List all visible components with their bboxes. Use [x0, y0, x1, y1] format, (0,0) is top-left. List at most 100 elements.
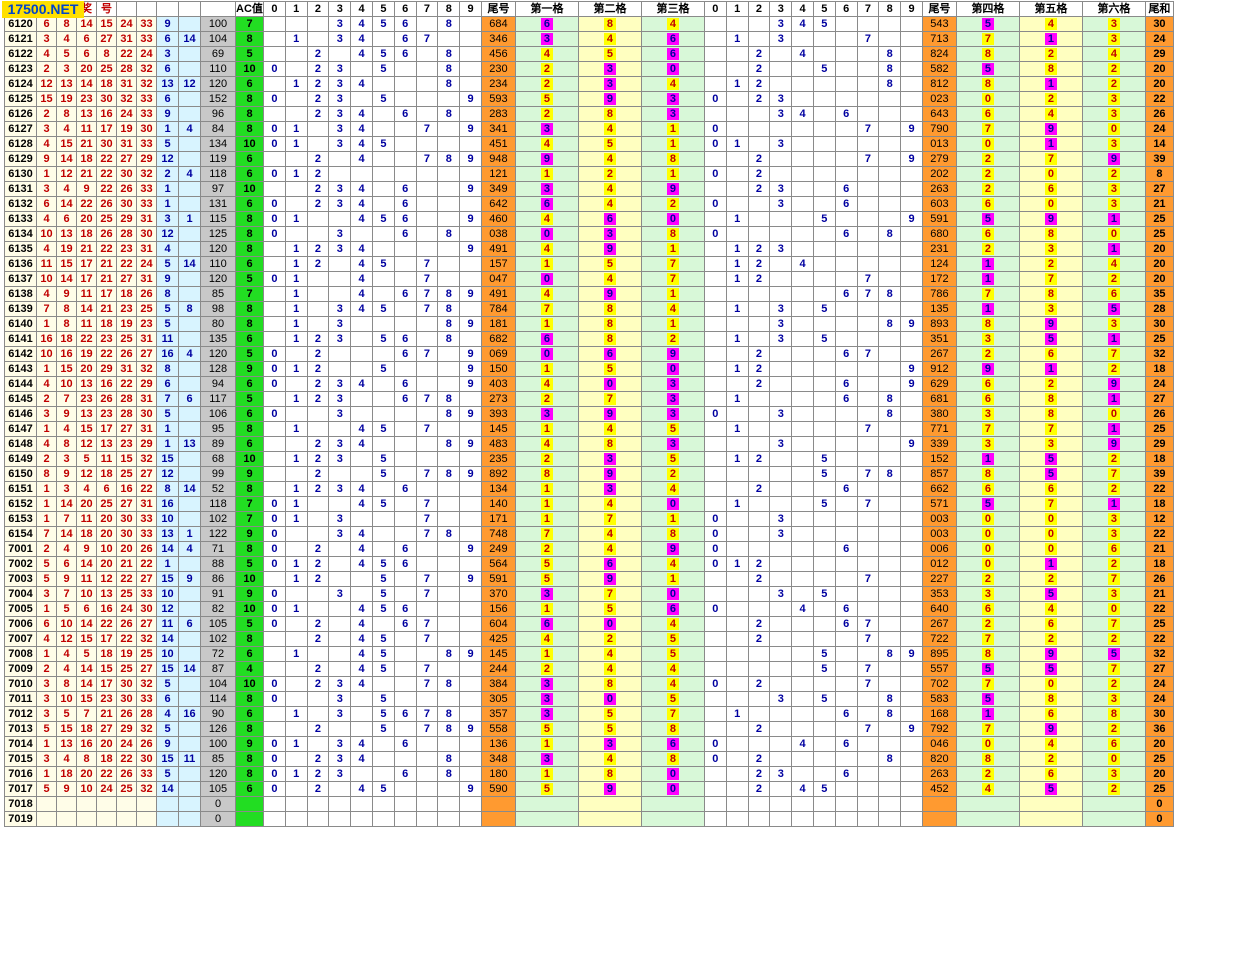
tail-cell: 145 — [480, 421, 516, 437]
digit2-cell — [769, 796, 793, 812]
digit-cell: 6 — [393, 16, 417, 32]
digit2-cell: 7 — [856, 661, 880, 677]
number-cell: 31 — [116, 76, 137, 92]
number-cell: 3 — [36, 676, 57, 692]
digit-cell: 6 — [393, 196, 417, 212]
digit2-cell: 2 — [747, 166, 771, 182]
digit2-cell: 6 — [834, 181, 858, 197]
number-cell: 18 — [76, 226, 97, 242]
digit-cell — [371, 196, 395, 212]
tail-cell: 451 — [480, 136, 516, 152]
number-cell — [116, 796, 137, 812]
slot2-cell: 5 — [1018, 781, 1083, 797]
digit-cell — [328, 811, 352, 827]
slot-digit: 6 — [981, 483, 994, 495]
tail-cell: 156 — [480, 601, 516, 617]
digit2-cell: 1 — [725, 256, 749, 272]
number-cell: 21 — [116, 556, 137, 572]
slot-cell: 4 — [577, 121, 642, 137]
digit-cell: 0 — [263, 346, 286, 362]
table-row: 7018 0 0 — [4, 796, 1174, 812]
digit2-cell: 0 — [703, 601, 727, 617]
slot-digit: 6 — [603, 213, 617, 225]
slot2-cell: 0 — [1081, 226, 1146, 242]
digit-cell: 6 — [393, 346, 417, 362]
table-row: 7014 1 13 16 20 24 26 9 100 9 0 1 3 4 6 136 1 3 6 0 4 6 046 0 4 6… — [4, 736, 1174, 752]
digit2-cell — [878, 631, 902, 647]
issue-cell: 6127 — [4, 121, 37, 137]
ac-cell: 9 — [235, 736, 264, 752]
digit2-cell — [747, 586, 771, 602]
slot-cell: 8 — [577, 301, 642, 317]
digit2-cell — [900, 16, 923, 32]
digit-cell — [350, 361, 373, 377]
slot2-cell: 6 — [955, 481, 1020, 497]
number-cell: 17 — [76, 256, 97, 272]
tailsum-cell: 21 — [1144, 196, 1174, 212]
digit2-cell — [856, 796, 880, 812]
number-cell: 20 — [76, 61, 97, 77]
digit-cell — [263, 46, 286, 62]
digit-cell: 3 — [328, 481, 352, 497]
digit-cell: 6 — [393, 46, 417, 62]
digit2-cell — [900, 511, 923, 527]
digit2-cell: 7 — [856, 151, 880, 167]
digit2-cell: 2 — [747, 181, 771, 197]
table-row: 6137 10 14 17 21 27 31 9 120 5 0 1 4 7 047 0 4 7 1 2 7 172 1 7 2… — [4, 271, 1174, 287]
number-cell: 30 — [136, 121, 157, 137]
issue-cell: 7018 — [4, 796, 37, 812]
number-cell: 32 — [136, 676, 157, 692]
slot-digit: 3 — [1107, 768, 1120, 780]
slot-cell: 4 — [514, 136, 579, 152]
digit2-cell — [703, 61, 727, 77]
digit-cell — [437, 346, 461, 362]
slot-cell: 6 — [577, 346, 642, 362]
number-cell: 28 — [116, 226, 137, 242]
lottery-trend-table: 奖号 AC值 0 1 2 3 4 5 6 7 8 9 尾号 第一格 第二格 第三格 0 1 2 3 4 5 6 7 8 9 尾号 第四… — [4, 1, 1174, 827]
header-digit-3: 3 — [328, 1, 352, 17]
tailsum-cell: 25 — [1144, 331, 1174, 347]
issue-cell: 6128 — [4, 136, 37, 152]
digit2-cell — [747, 121, 771, 137]
digit2-cell — [725, 616, 749, 632]
digit2-cell: 2 — [747, 721, 771, 737]
digit2-cell — [791, 271, 814, 287]
digit-cell: 2 — [306, 436, 330, 452]
slot-cell: 8 — [577, 676, 642, 692]
issue-cell: 7011 — [4, 691, 37, 707]
sum-cell: 120 — [200, 241, 236, 257]
number-cell: 1 — [36, 766, 57, 782]
digit2-cell — [769, 646, 793, 662]
digit2-cell — [791, 136, 814, 152]
slot2-cell: 5 — [955, 211, 1020, 227]
slot-digit: 1 — [981, 258, 994, 270]
digit2-cell — [791, 181, 814, 197]
slot-cell: 2 — [514, 61, 579, 77]
shift-cell: 6 — [156, 31, 179, 47]
number-cell: 1 — [36, 646, 57, 662]
digit2-cell: 2 — [747, 361, 771, 377]
slot-digit: 2 — [540, 453, 554, 465]
ac-cell: 8 — [235, 301, 264, 317]
number-cell: 3 — [36, 691, 57, 707]
digit-cell: 4 — [350, 181, 373, 197]
table-row: 6140 1 8 11 18 19 23 5 80 8 1 3 8 9 181 1 8 1 3 8 9 893 8 9 3 30 — [4, 316, 1174, 332]
digit2-cell — [769, 541, 793, 557]
digit-cell: 8 — [437, 526, 461, 542]
digit-cell — [415, 766, 439, 782]
digit-cell: 2 — [306, 676, 330, 692]
slot-digit: 3 — [603, 78, 617, 90]
number-cell: 20 — [96, 526, 117, 542]
tail-cell: 235 — [480, 451, 516, 467]
tail-cell: 384 — [480, 676, 516, 692]
digit-cell — [415, 781, 439, 797]
digit2-cell — [725, 346, 749, 362]
digit-cell — [306, 316, 330, 332]
slot-digit: 7 — [603, 513, 617, 525]
slot-digit: 0 — [1107, 753, 1120, 765]
ac-cell: 10 — [235, 451, 264, 467]
digit2-cell — [878, 91, 902, 107]
digit2-cell: 2 — [747, 91, 771, 107]
tail-cell: 349 — [480, 181, 516, 197]
slot-digit: 4 — [1107, 48, 1120, 60]
